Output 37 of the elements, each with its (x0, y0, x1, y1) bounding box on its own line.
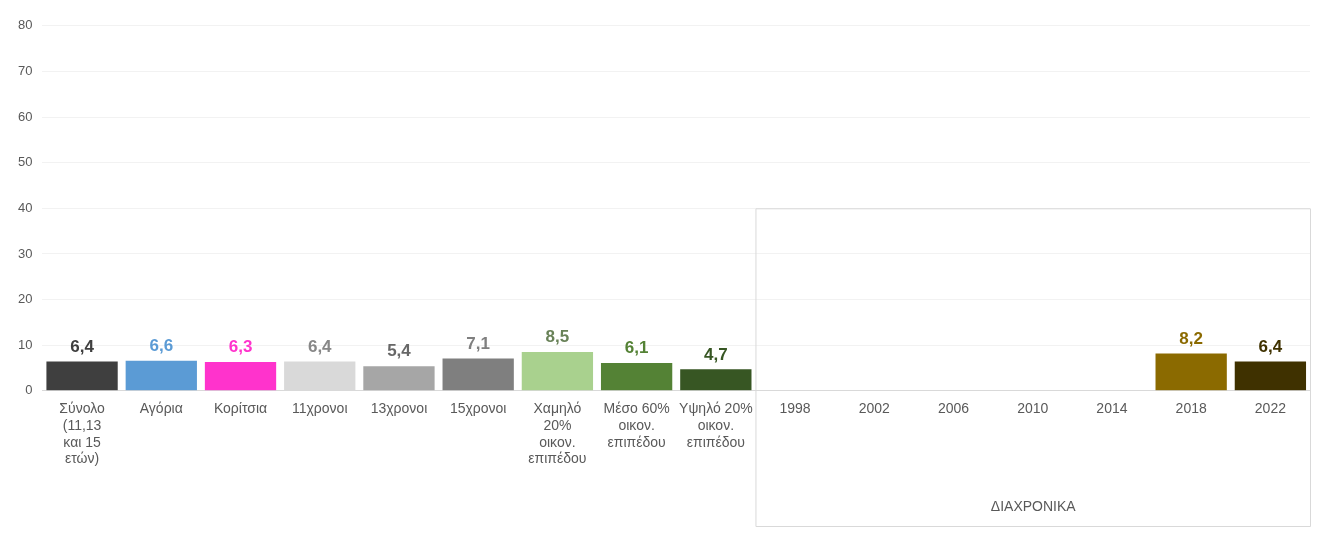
data-label: 6,6 (149, 335, 174, 355)
x-tick-label: 2010 (1017, 400, 1049, 417)
text: ΔΙΑΧΡΟΝΙΚΑ (990, 497, 1077, 514)
x-tick-label: 2006 (937, 400, 970, 417)
x-tick-label: Κορίτσια (213, 400, 268, 417)
data-label: 8,5 (545, 327, 570, 347)
y-tick-label: 70 (17, 63, 33, 78)
x-tick-label: 2018 (1175, 400, 1207, 417)
x-tick-label: 15χρονοι (449, 400, 507, 417)
x-tick-label: 11χρονοι (291, 400, 348, 417)
y-tick-label: 0 (25, 382, 33, 398)
x-tick-label: 2002 (858, 400, 891, 417)
y-tick-label: 80 (17, 17, 33, 33)
y-tick-label: 10 (17, 336, 33, 352)
data-label: 6,3 (228, 337, 253, 357)
x-tick-label: Υψηλό 20% οικον. επιπέδου (679, 400, 753, 450)
x-tick-label: Χαμηλό 20% οικον. επιπέδου (528, 400, 587, 467)
y-tick-label: 30 (17, 245, 33, 261)
data-label: 6,4 (70, 336, 95, 356)
y-tick-label: 50 (17, 154, 33, 170)
x-tick-label: 2014 (1096, 400, 1128, 417)
data-label: 8,2 (1179, 328, 1203, 348)
data-label: 6,1 (624, 338, 649, 358)
data-label: 6,4 (307, 336, 333, 356)
x-tick-label: 2022 (1254, 400, 1287, 417)
data-label: 6,4 (1258, 336, 1283, 356)
x-tick-label: 13χρονοι (370, 400, 428, 417)
x-tick-label: 1998 (779, 400, 811, 417)
x-tick-label: Σύνολο (11,13 και 15 ετών) (59, 400, 105, 467)
data-label: 4,7 (704, 344, 728, 364)
x-tick-label: Αγόρια (139, 400, 183, 417)
y-tick-label: 20 (17, 291, 33, 307)
x-tick-label: Μέσο 60% οικον. επιπέδου (603, 400, 670, 450)
y-tick-label: 60 (17, 108, 33, 124)
y-tick-label: 40 (17, 199, 33, 215)
data-label: 7,1 (466, 333, 490, 353)
data-label: 5,4 (387, 341, 412, 361)
